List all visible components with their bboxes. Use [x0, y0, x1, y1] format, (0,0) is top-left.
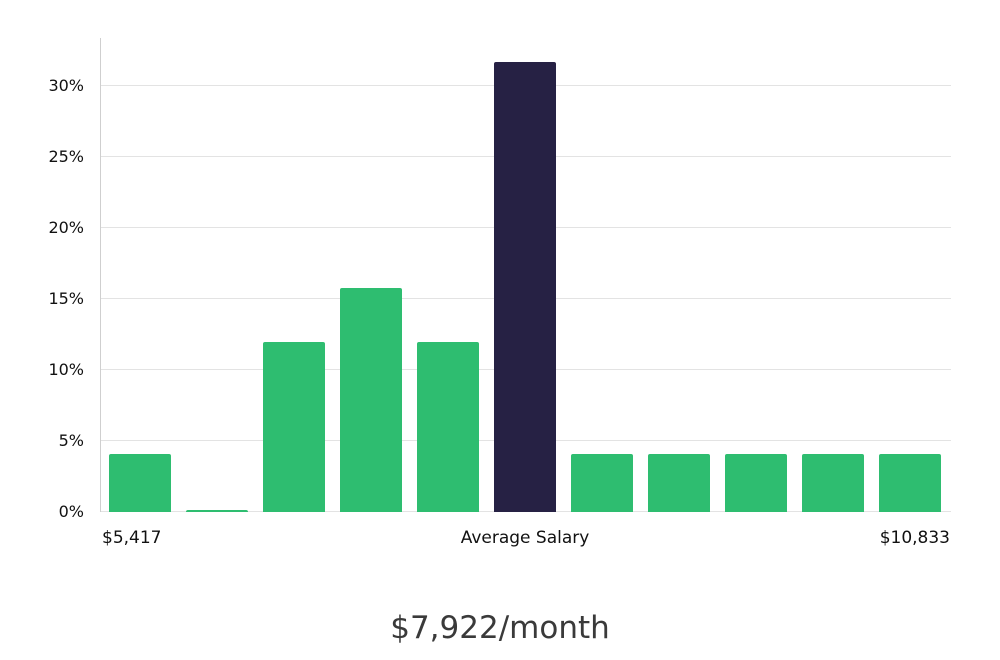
bar [571, 453, 633, 512]
bar-average-salary [494, 62, 556, 512]
y-tick-label: 10% [48, 360, 84, 380]
bar [417, 341, 479, 512]
plot-area [100, 38, 951, 512]
y-tick-label: 30% [48, 76, 84, 96]
y-tick-label: 20% [48, 218, 84, 238]
y-tick-label: 0% [58, 502, 84, 521]
bar [340, 287, 402, 512]
y-tick-label: 25% [48, 147, 84, 167]
bar [802, 453, 864, 512]
x-axis-label-average-salary: Average Salary [460, 528, 590, 548]
bars [109, 38, 941, 512]
x-axis-label-min: $5,417 [102, 528, 162, 548]
bar [263, 341, 325, 512]
y-tick-label: 5% [58, 431, 84, 451]
y-axis: 0% 5% 10% 15% 20% 25% 30% [0, 38, 92, 520]
bar [648, 453, 710, 512]
x-axis-label-max: $10,833 [879, 528, 950, 548]
x-axis: $5,417 Average Salary $10,833 [100, 528, 950, 552]
bar [725, 453, 787, 512]
bar [879, 453, 941, 512]
bar [109, 453, 171, 512]
y-tick-label: 15% [48, 289, 84, 309]
bar [186, 509, 248, 512]
chart-title-average-monthly-salary: $7,922/month [390, 610, 610, 646]
